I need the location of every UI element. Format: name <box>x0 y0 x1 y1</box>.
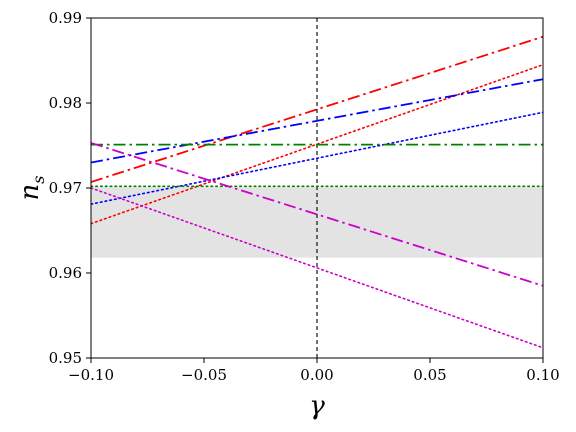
x-tick-label: −0.10 <box>68 366 114 384</box>
x-tick-label: 0.10 <box>526 366 559 384</box>
series-line-8 <box>91 187 543 349</box>
y-tick-label: 0.96 <box>49 264 82 282</box>
svg-text:ns: ns <box>15 176 48 201</box>
x-axis-label: γ <box>309 391 325 421</box>
series-line-3 <box>91 78 543 164</box>
y-tick-label: 0.95 <box>49 349 82 367</box>
x-tick-label: −0.05 <box>181 366 227 384</box>
plot-area <box>91 18 543 358</box>
axis-ticks: −0.10 −0.05 0.00 0.05 0.10 0.95 0.96 0.97 0.98 0.… <box>49 9 560 384</box>
y-tick-label: 0.99 <box>49 9 82 27</box>
y-tick-label: 0.97 <box>49 179 82 197</box>
y-tick-label: 0.98 <box>49 94 82 112</box>
series-line-1 <box>91 35 543 183</box>
series-line-4 <box>91 111 543 205</box>
plot-frame <box>90 17 544 359</box>
series-line-7 <box>91 142 543 287</box>
y-axis-label-base: n <box>15 184 45 201</box>
x-tick-label: 0.05 <box>413 366 446 384</box>
x-tick-label: 0.00 <box>300 366 333 384</box>
y-axis-label-subscript: s <box>29 176 48 184</box>
y-axis-label: ns <box>15 176 48 201</box>
